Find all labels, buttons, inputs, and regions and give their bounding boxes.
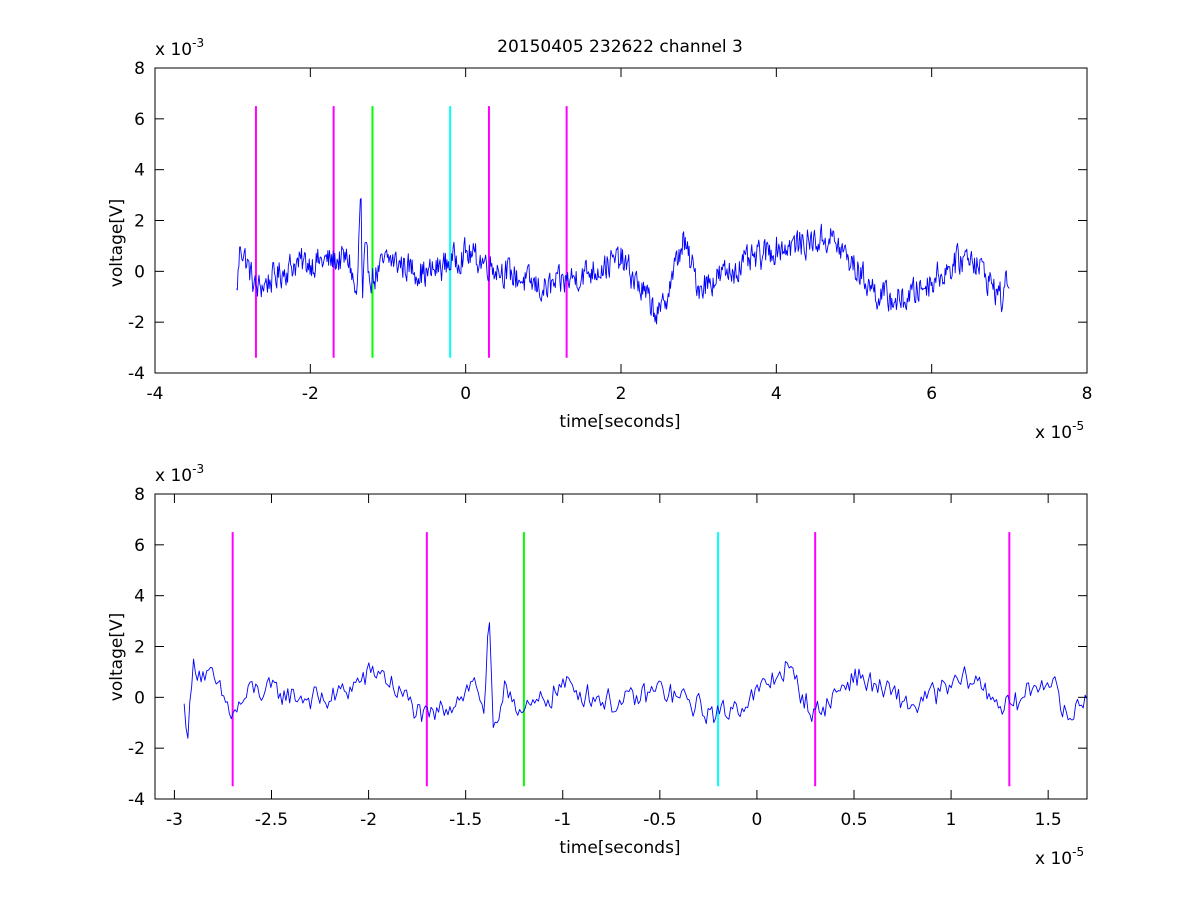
top-x-tick-label: -4	[147, 384, 164, 404]
top-x-tick-label: 2	[616, 384, 627, 404]
top-y-axis-label: voltage[V]	[107, 199, 127, 287]
top-x-axis-label: time[seconds]	[559, 412, 680, 432]
bottom-y-tick-label: 8	[134, 485, 145, 505]
top-y-tick-label: 8	[134, 59, 145, 79]
top-y-tick-label: 6	[134, 110, 145, 130]
top-x-tick-label: 0	[460, 384, 471, 404]
bottom-x-tick-label: -3	[166, 810, 183, 830]
bottom-x-tick-label: -1.5	[449, 810, 482, 830]
bottom-x-tick-label: -2.5	[255, 810, 288, 830]
bottom-y-exponent: x 10-3	[155, 462, 204, 486]
top-x-tick-label: 4	[771, 384, 782, 404]
top-x-exponent: x 10-5	[1035, 419, 1084, 443]
bottom-y-tick-label: 4	[134, 587, 145, 607]
top-x-tick-label: -2	[302, 384, 319, 404]
top-y-tick-label: 0	[134, 262, 145, 282]
top-x-exponent-power: -5	[1072, 419, 1084, 433]
top-y-tick-label: -4	[128, 364, 145, 384]
bottom-x-tick-label: -2	[360, 810, 377, 830]
top-y-tick-label: 2	[134, 212, 145, 232]
bottom-y-exponent-base: x 10	[155, 466, 192, 486]
bottom-event-markers	[231, 532, 1011, 787]
bottom-x-axis-label: time[seconds]	[559, 838, 680, 858]
top-x-ticks: -4 -2 0 2 4 6 8	[147, 68, 1093, 404]
bottom-x-ticks: -3 -2.5 -2 -1.5 -1 -0.5 0 0.5 1 1.5	[166, 494, 1062, 830]
bottom-y-tick-label: -2	[128, 739, 145, 759]
figure-title: 20150405 232622 channel 3	[497, 37, 743, 57]
bottom-y-axis-label: voltage[V]	[107, 613, 127, 701]
bottom-x-exponent-base: x 10	[1035, 849, 1072, 869]
bottom-x-tick-label: 0.5	[840, 810, 867, 830]
top-y-ticks: -4 -2 0 2 4 6 8	[128, 59, 1087, 384]
top-event-markers	[254, 106, 568, 358]
top-y-exponent-power: -3	[192, 36, 204, 50]
top-signal-line	[236, 198, 1010, 325]
bottom-y-exponent-power: -3	[192, 462, 204, 476]
bottom-signal-trace	[183, 622, 1088, 739]
top-y-tick-label: 4	[134, 161, 145, 181]
bottom-x-tick-label: 0	[752, 810, 763, 830]
top-x-tick-label: 6	[926, 384, 937, 404]
top-x-tick-label: 8	[1082, 384, 1093, 404]
bottom-x-tick-label: 1.5	[1035, 810, 1062, 830]
bottom-x-exponent-power: -5	[1072, 845, 1084, 859]
bottom-x-tick-label: 1	[946, 810, 957, 830]
top-y-tick-label: -2	[128, 313, 145, 333]
bottom-y-ticks: -4 -2 0 2 4 6 8	[128, 485, 1087, 810]
top-signal-trace	[236, 198, 1010, 325]
bottom-x-exponent: x 10-5	[1035, 845, 1084, 869]
bottom-y-tick-label: -4	[128, 790, 145, 810]
bottom-y-tick-label: 2	[134, 638, 145, 658]
top-y-exponent: x 10-3	[155, 36, 204, 60]
bottom-y-tick-label: 6	[134, 536, 145, 556]
bottom-x-tick-label: -1	[554, 810, 571, 830]
bottom-x-tick-label: -0.5	[643, 810, 676, 830]
top-subplot: -4 -2 0 2 4 6 8 -4 -2 0 2 4 6 8 time[seconds] voltag…	[107, 36, 1092, 443]
top-x-exponent-base: x 10	[1035, 423, 1072, 443]
bottom-subplot: -3 -2.5 -2 -1.5 -1 -0.5 0 0.5 1 1.5 -4 -2 0 2 4 6 8 tim…	[107, 462, 1088, 869]
bottom-signal-line	[183, 622, 1088, 739]
bottom-y-tick-label: 0	[134, 688, 145, 708]
top-y-exponent-base: x 10	[155, 40, 192, 60]
